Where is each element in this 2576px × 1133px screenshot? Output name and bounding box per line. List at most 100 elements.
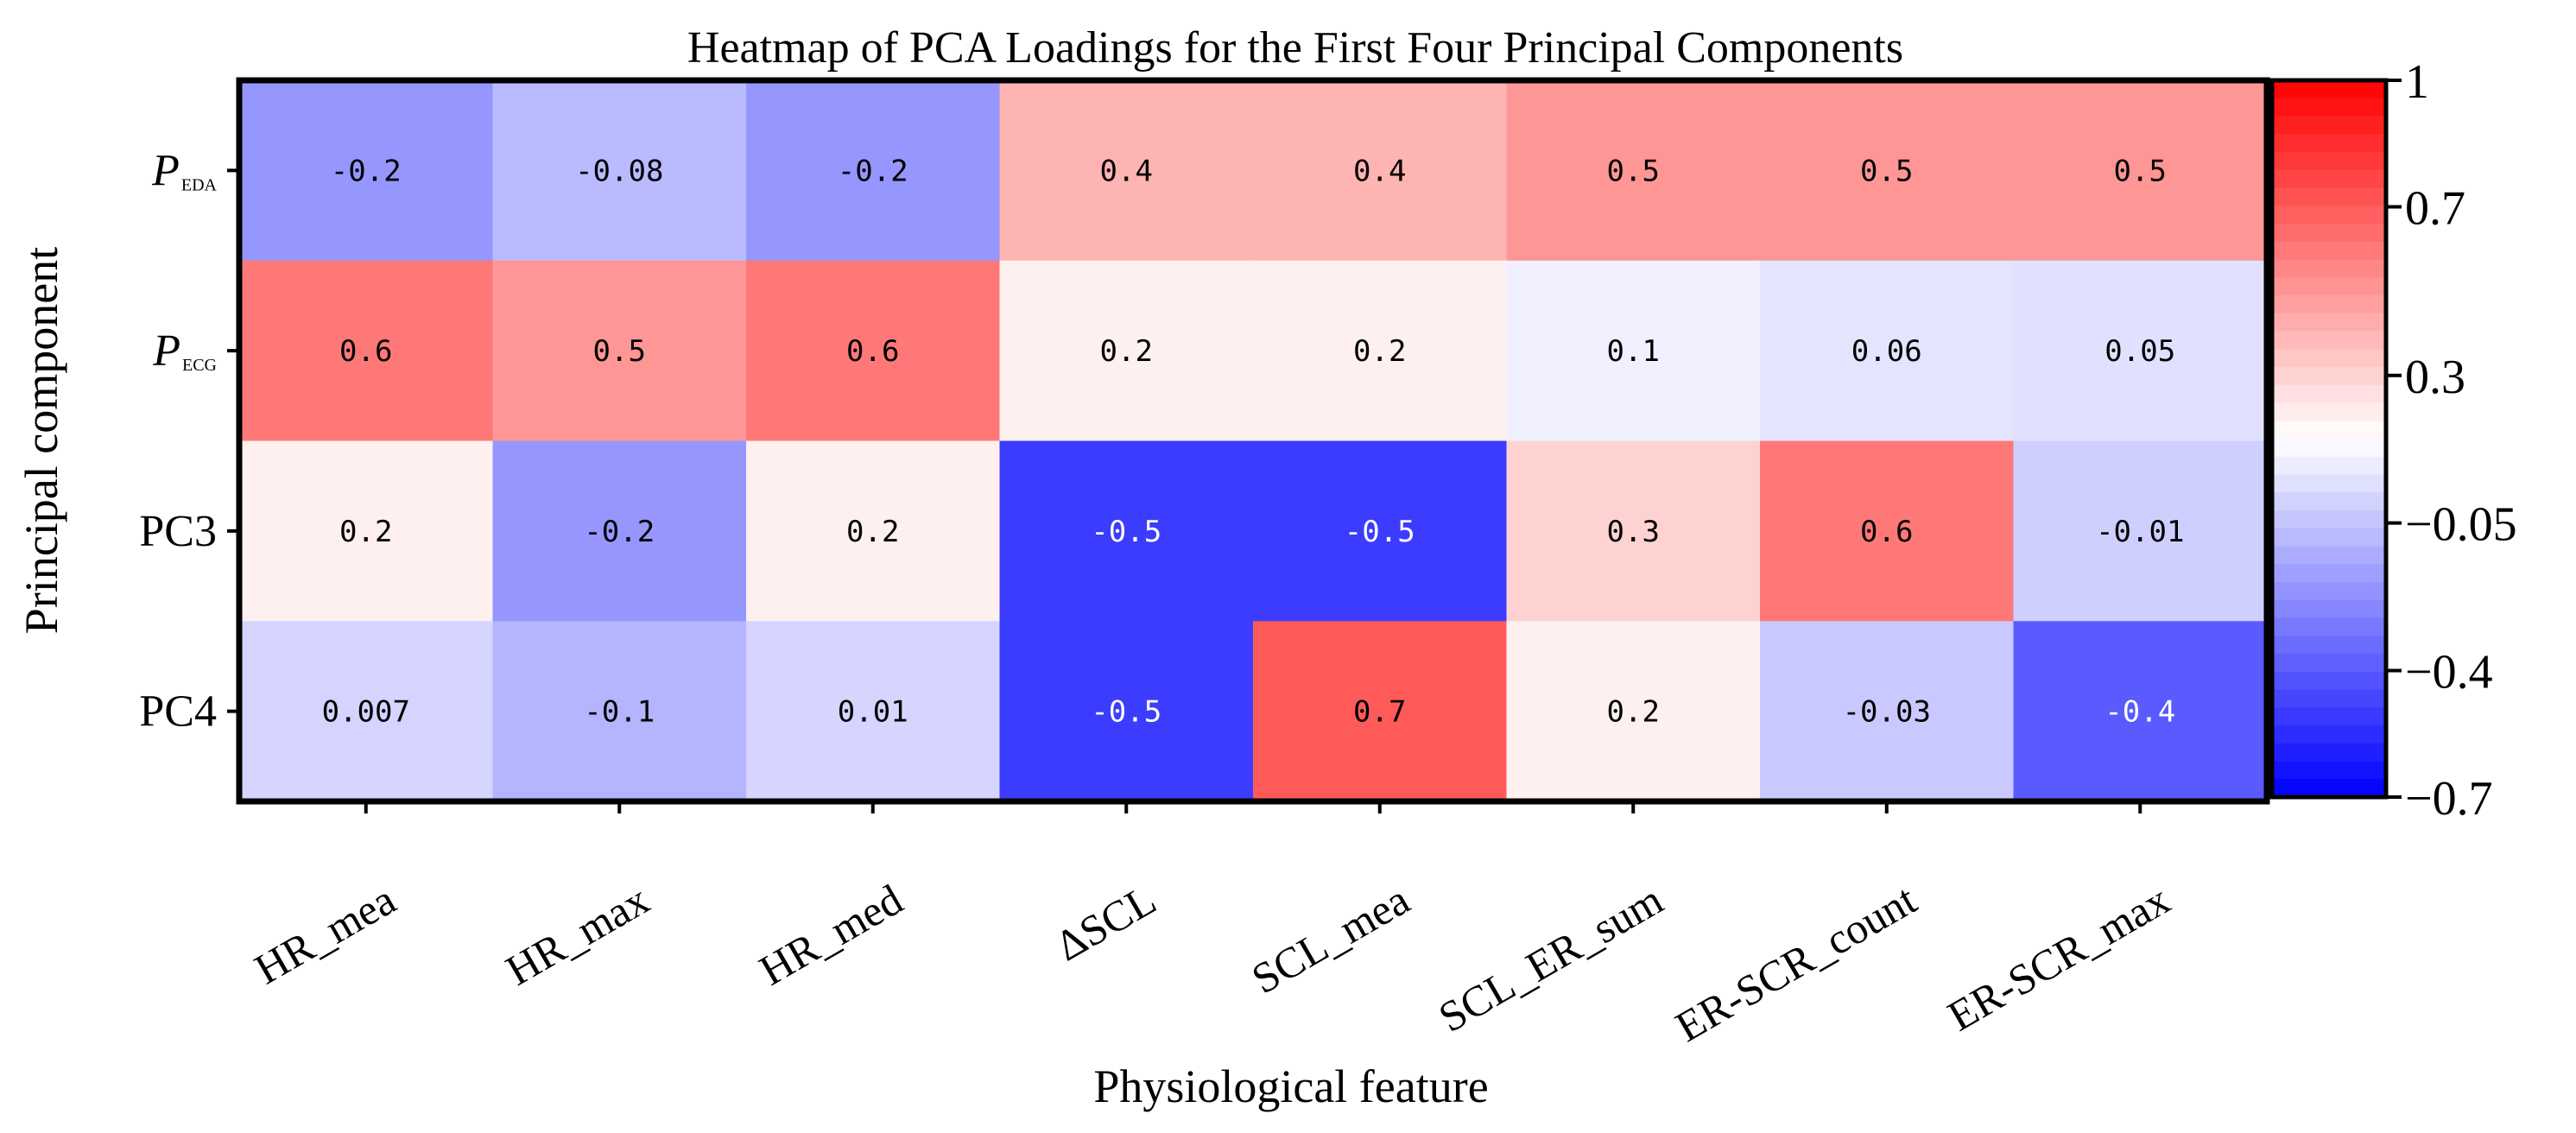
heatmap-cell (239, 260, 494, 442)
cell-value-label: -0.5 (1091, 515, 1161, 549)
heatmap-cell (746, 621, 1001, 802)
cell-value-label: 0.05 (2104, 334, 2175, 369)
cell-value-label: 0.06 (1851, 334, 1922, 369)
cell-value-label: 0.6 (846, 334, 899, 369)
colorbar-tick-label: 0.7 (2405, 181, 2465, 235)
plot-frame (236, 77, 2270, 805)
cell-value-label: -0.2 (331, 154, 402, 188)
heatmap-cell (1760, 80, 2015, 262)
cell-value-label: 0.2 (1353, 334, 1406, 369)
colorbar-step (2272, 402, 2386, 422)
cell-value-label: 0.5 (1860, 154, 1913, 188)
heatmap-cell (1253, 440, 1508, 622)
colorbar-step (2272, 80, 2386, 99)
heatmap-cell (1253, 621, 1508, 802)
y-tick-label-main: P (151, 146, 180, 195)
colorbar-ticks: 1 0.7 0.3 −0.05 −0.4 −0.7 (2386, 55, 2517, 826)
colorbar-step (2272, 474, 2386, 494)
heatmap-cell-labels: -0.2 -0.08 -0.2 0.4 0.4 0.5 0.5 0.5 0.6 0.5 0.6 0.2… (322, 154, 2185, 729)
heatmap-cell (2013, 80, 2268, 262)
cell-value-label: 0.4 (1353, 154, 1406, 188)
colorbar-tick-label: −0.7 (2405, 772, 2493, 826)
cell-value-label: -0.5 (1091, 695, 1161, 730)
colorbar-step (2272, 313, 2386, 332)
colorbar-step (2272, 617, 2386, 637)
colorbar-tick-label: 0.3 (2405, 351, 2465, 404)
heatmap-cell (1760, 621, 2015, 802)
heatmap-cell (1253, 80, 1508, 262)
colorbar-step (2272, 456, 2386, 476)
colorbar-step (2272, 725, 2386, 744)
colorbar (2272, 80, 2386, 798)
colorbar-step (2272, 134, 2386, 153)
colorbar-step (2272, 259, 2386, 279)
cell-value-label: 0.007 (322, 695, 410, 730)
colorbar-step (2272, 98, 2386, 117)
cell-value-label: 0.2 (1607, 695, 1660, 730)
colorbar-step (2272, 761, 2386, 781)
colorbar-step (2272, 116, 2386, 136)
y-tick-label: PC3 (139, 507, 217, 556)
colorbar-tick-label: 1 (2405, 55, 2429, 109)
heatmap-cell (999, 621, 1254, 802)
x-tick-label: HR_mea (246, 875, 403, 993)
cell-value-label: 0.5 (593, 334, 646, 369)
colorbar-step (2272, 779, 2386, 798)
x-axis-title: Physiological feature (1093, 1060, 1488, 1112)
cell-value-label: 0.5 (2114, 154, 2167, 188)
y-tick-label: P ECG (152, 326, 217, 376)
y-tick-label: PC4 (139, 687, 217, 737)
colorbar-step (2272, 367, 2386, 386)
x-tick-label: ER-SCR_max (1940, 875, 2178, 1041)
cell-value-label: 0.6 (339, 334, 392, 369)
heatmap-cell (239, 80, 494, 262)
colorbar-step (2272, 689, 2386, 709)
colorbar-step (2272, 528, 2386, 548)
cell-value-label: 0.2 (846, 515, 899, 549)
colorbar-step (2272, 636, 2386, 655)
cell-value-label: -0.01 (2096, 515, 2184, 549)
heatmap-cell (1253, 260, 1508, 442)
cell-value-label: -0.03 (1843, 695, 1931, 730)
cell-value-label: 0.01 (838, 695, 908, 730)
colorbar-frame (2269, 78, 2389, 800)
cell-value-label: 0.5 (1607, 154, 1660, 188)
colorbar-step (2272, 707, 2386, 726)
colorbar-step (2272, 169, 2386, 189)
heatmap-cell (746, 80, 1001, 262)
cell-value-label: -0.2 (838, 154, 908, 188)
cell-value-label: 0.3 (1607, 515, 1660, 549)
y-tick-label-main: P (152, 326, 180, 376)
heatmap-cell (492, 260, 747, 442)
colorbar-step (2272, 654, 2386, 673)
x-tick-label: SCL_ER_sum (1431, 875, 1671, 1041)
colorbar-step (2272, 295, 2386, 314)
heatmap-cell (999, 260, 1254, 442)
x-tick-label: ΔSCL (1047, 875, 1163, 970)
heatmap-cell (239, 440, 494, 622)
cell-value-label: -0.1 (584, 695, 655, 730)
heatmap-cell (746, 260, 1001, 442)
heatmap-cell (1506, 621, 1761, 802)
colorbar-step (2272, 671, 2386, 691)
chart-title: Heatmap of PCA Loadings for the First Fo… (687, 23, 1903, 73)
heatmap-cell (2013, 440, 2268, 622)
colorbar-step (2272, 510, 2386, 529)
colorbar-step (2272, 564, 2386, 583)
cell-value-label: 0.6 (1860, 515, 1913, 549)
heatmap-cells (239, 80, 2268, 802)
colorbar-step (2272, 187, 2386, 207)
colorbar-step (2272, 582, 2386, 601)
heatmap-cell (492, 621, 747, 802)
y-tick-label-main: PC3 (139, 507, 217, 556)
cell-value-label: 0.7 (1353, 695, 1406, 730)
colorbar-step (2272, 277, 2386, 296)
cell-value-label: -0.5 (1345, 515, 1415, 549)
x-tick-label: ER-SCR_count (1668, 875, 1925, 1051)
cell-value-label: -0.08 (575, 154, 663, 188)
heatmap-cell (492, 80, 747, 262)
heatmap-cell (999, 440, 1254, 622)
colorbar-step (2272, 349, 2386, 368)
colorbar-step (2272, 421, 2386, 440)
